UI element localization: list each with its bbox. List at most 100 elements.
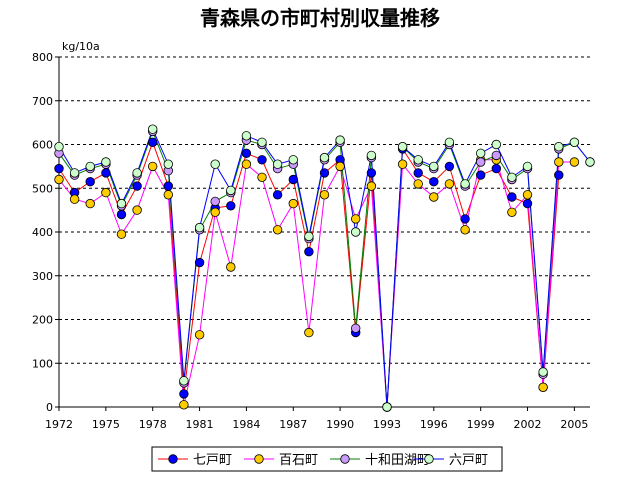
legend-label-1: 七戸町 (193, 453, 232, 468)
legend-marker-2 (254, 454, 264, 464)
y-tick-label: 800 (32, 51, 53, 64)
legend-label-2: 百石町 (279, 453, 318, 468)
data-point-series-4: 六戸町 1990: 610 (335, 135, 345, 145)
x-tick-label: 1993 (373, 418, 401, 431)
data-point-series-2: 百石町 1992: 505 (366, 181, 377, 191)
data-point-series-2: 百石町 1989: 485 (319, 190, 330, 200)
data-point-series-4: 六戸町 1978: 635 (147, 124, 158, 134)
data-point-series-4: 六戸町 1985: 605 (257, 137, 267, 148)
data-point-series-1: 七戸町 1997: 550 (444, 161, 455, 172)
data-point-series-1: 七戸町 2000: 545 (491, 163, 502, 174)
x-tick-label: 1984 (232, 418, 260, 431)
data-point-series-4: 六戸町 1976: 465 (116, 198, 127, 209)
series-points: 七戸町 1972: 545七戸町 1973: 490七戸町 1974: 515七… (54, 124, 595, 412)
y-tick-label: 500 (32, 182, 53, 195)
data-point-series-4: 六戸町 1983: 495 (226, 185, 236, 196)
data-point-series-4: 六戸町 1999: 580 (476, 148, 486, 159)
data-point-series-1: 七戸町 1983: 460 (226, 201, 236, 211)
data-point-series-4: 六戸町 1975: 560 (101, 157, 111, 167)
data-point-series-2: 百石町 1972: 520 (54, 174, 64, 185)
x-tick-label: 1990 (326, 418, 354, 431)
data-point-series-1: 七戸町 2001: 480 (507, 192, 517, 202)
data-point-series-1: 七戸町 1999: 530 (476, 170, 486, 180)
data-point-series-3: 十和田湖町 1991: 180 (351, 323, 361, 334)
data-point-series-3: 十和田湖町 1999: 560 (476, 157, 486, 167)
legend-marker-1 (168, 454, 178, 464)
data-point-series-4: 六戸町 1996: 550 (429, 161, 439, 172)
y-tick-label: 0 (46, 401, 53, 414)
data-point-series-4: 六戸町 1987: 565 (288, 155, 299, 165)
data-point-series-2: 百石町 1995: 510 (413, 179, 423, 189)
axes: 0 100 200 300 400 500 600 700 800 1972 1975 1978 198… (32, 51, 590, 431)
data-point-series-1: 七戸町 1972: 545 (54, 163, 64, 174)
data-point-series-2: 百石町 1973: 475 (69, 194, 80, 204)
data-point-series-4: 六戸町 2004: 595 (554, 141, 564, 152)
data-point-series-4: 六戸町 1991: 400 (351, 227, 361, 237)
data-point-series-1: 七戸町 1995: 535 (413, 168, 423, 178)
data-point-series-2: 百石町 1982: 445 (210, 207, 220, 218)
y-tick-label: 700 (32, 95, 53, 108)
data-point-series-2: 百石町 1997: 510 (444, 179, 455, 189)
data-point-series-4: 六戸町 1989: 570 (319, 152, 330, 163)
data-point-series-4: 六戸町 1994: 595 (397, 141, 408, 152)
data-point-series-2: 百石町 1980: 5 (179, 400, 189, 410)
data-point-series-2: 百石町 1974: 465 (85, 198, 95, 209)
data-point-series-4: 六戸町 1981: 410 (194, 222, 205, 233)
data-point-series-4: 六戸町 1992: 575 (366, 150, 377, 161)
data-point-series-1: 七戸町 1992: 535 (366, 168, 377, 178)
y-tick-label: 400 (32, 226, 53, 239)
data-point-series-4: 六戸町 1982: 555 (210, 159, 220, 169)
data-point-series-4: 六戸町 1984: 620 (241, 131, 252, 141)
data-point-series-1: 七戸町 1975: 535 (101, 168, 111, 178)
data-point-series-4: 六戸町 1977: 535 (132, 168, 142, 178)
data-point-series-2: 百石町 2002: 485 (522, 190, 533, 200)
data-point-series-1: 七戸町 1987: 520 (288, 174, 299, 185)
data-point-series-1: 七戸町 1981: 330 (194, 257, 205, 268)
data-point-series-1: 七戸町 1985: 565 (257, 155, 267, 165)
data-point-series-1: 七戸町 1988: 355 (304, 246, 314, 257)
data-point-series-4: 六戸町 1998: 510 (460, 179, 470, 189)
legend-marker-3 (340, 454, 350, 464)
data-point-series-1: 七戸町 1984: 580 (241, 148, 252, 159)
y-tick-label: 600 (32, 139, 53, 152)
data-point-series-2: 百石町 1994: 555 (397, 159, 408, 169)
data-point-series-4: 六戸町 1972: 595 (54, 141, 64, 152)
legend-label-3: 十和田湖町 (365, 453, 430, 468)
y-tick-label: 100 (32, 357, 53, 370)
data-point-series-2: 百石町 1988: 170 (304, 327, 314, 338)
data-point-series-4: 六戸町 1993: 0 (382, 402, 392, 412)
data-point-series-4: 六戸町 2002: 550 (522, 161, 533, 172)
data-point-series-4: 六戸町 1979: 555 (163, 159, 174, 169)
data-point-series-1: 七戸町 1980: 30 (179, 389, 189, 399)
data-point-series-2: 百石町 2005: 560 (569, 157, 580, 167)
data-point-series-2: 百石町 1979: 485 (163, 190, 174, 200)
data-point-series-2: 百石町 1998: 405 (460, 225, 470, 235)
x-tick-label: 1975 (92, 418, 120, 431)
x-tick-label: 1996 (420, 418, 448, 431)
data-point-series-4: 六戸町 1995: 565 (413, 155, 423, 165)
legend-marker-4 (424, 454, 434, 464)
legend-box (151, 446, 503, 472)
data-point-series-2: 百石町 1986: 405 (272, 225, 283, 235)
data-point-series-1: 七戸町 1978: 605 (147, 137, 158, 148)
x-tick-label: 1972 (45, 418, 73, 431)
x-tick-label: 2005 (560, 418, 588, 431)
data-point-series-2: 百石町 1985: 525 (257, 172, 267, 183)
data-point-series-2: 百石町 1996: 480 (429, 192, 439, 202)
data-point-series-1: 七戸町 1986: 485 (272, 190, 283, 200)
data-point-series-1: 七戸町 1976: 440 (116, 209, 127, 220)
data-point-series-2: 百石町 2001: 445 (507, 207, 517, 218)
legend: 七戸町 百石町 十和田湖町 六戸町 (151, 446, 503, 472)
data-point-series-1: 七戸町 1998: 430 (460, 214, 470, 224)
data-point-series-1: 七戸町 1974: 515 (85, 176, 95, 187)
data-point-series-4: 六戸町 1980: 60 (179, 376, 189, 386)
data-point-series-2: 百石町 1991: 430 (351, 214, 361, 224)
grid-lines (59, 56, 590, 364)
data-point-series-2: 百石町 1981: 165 (194, 330, 205, 340)
y-tick-label: 300 (32, 270, 53, 283)
x-tick-label: 1981 (186, 418, 214, 431)
data-point-series-2: 百石町 1990: 550 (335, 161, 345, 172)
